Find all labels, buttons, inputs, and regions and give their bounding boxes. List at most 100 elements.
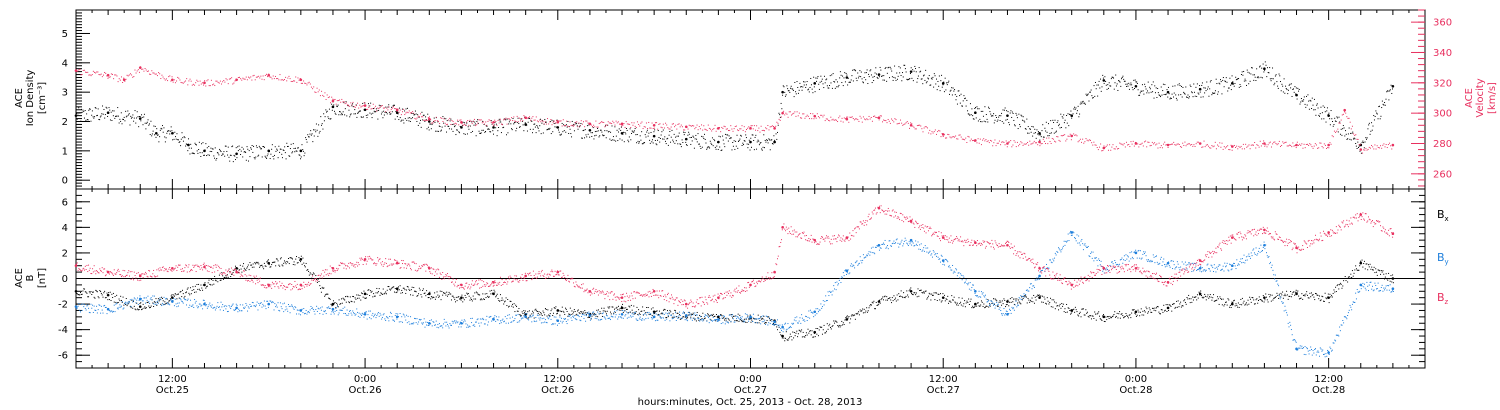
data-dot xyxy=(210,284,212,286)
data-dot xyxy=(956,95,958,97)
data-dot xyxy=(297,147,299,149)
data-dot xyxy=(476,124,478,126)
data-dot xyxy=(643,310,645,312)
data-dot xyxy=(1146,146,1148,148)
data-dot xyxy=(179,79,181,81)
data-dot xyxy=(1167,86,1169,88)
data-dot xyxy=(187,84,189,86)
data-dot xyxy=(544,314,546,316)
data-dot xyxy=(785,94,787,96)
data-dot xyxy=(868,115,870,117)
data-dot xyxy=(652,142,654,144)
data-dot xyxy=(1277,143,1279,145)
data-dot xyxy=(1389,90,1391,92)
data-dot xyxy=(1189,84,1191,86)
data-dot xyxy=(159,136,161,138)
data-dot xyxy=(1036,295,1038,297)
data-dot xyxy=(546,315,548,317)
data-dot xyxy=(457,119,459,121)
data-dot xyxy=(262,146,264,148)
data-dot xyxy=(563,124,565,126)
data-dot xyxy=(1111,316,1113,318)
data-dot xyxy=(272,261,274,263)
data-dot xyxy=(946,299,948,301)
data-dot xyxy=(131,74,133,76)
data-dot xyxy=(141,308,143,310)
data-dot xyxy=(279,74,281,76)
data-dot xyxy=(367,103,369,105)
data-dot xyxy=(274,146,276,148)
data-dot xyxy=(193,289,195,291)
data-dot xyxy=(831,326,833,328)
data-dot xyxy=(1045,130,1047,132)
data-dot xyxy=(375,111,377,113)
data-dot xyxy=(639,125,641,127)
data-dot xyxy=(461,125,463,127)
data-dot xyxy=(283,260,285,262)
data-dot xyxy=(1046,297,1048,299)
density-tick-label: 3 xyxy=(62,88,68,99)
data-dot xyxy=(994,119,996,121)
data-dot xyxy=(690,136,692,138)
data-dot xyxy=(374,295,376,297)
data-dot xyxy=(798,112,800,114)
data-dot xyxy=(497,130,499,132)
data-dot xyxy=(310,273,312,275)
data-dot xyxy=(644,126,646,128)
data-dot xyxy=(1056,122,1058,124)
data-dot xyxy=(442,294,444,296)
data-point xyxy=(1263,296,1266,299)
data-dot xyxy=(137,116,139,118)
data-dot xyxy=(732,141,734,143)
data-dot xyxy=(747,127,749,129)
data-dot xyxy=(332,300,334,302)
data-dot xyxy=(383,293,385,295)
data-dot xyxy=(512,306,514,308)
data-dot xyxy=(1154,142,1156,144)
data-dot xyxy=(764,322,766,324)
data-dot xyxy=(289,78,291,80)
data-dot xyxy=(1360,149,1362,151)
data-dot xyxy=(701,124,703,126)
data-dot xyxy=(296,262,298,264)
data-dot xyxy=(822,83,824,85)
data-dot xyxy=(1055,302,1057,304)
data-dot xyxy=(534,309,536,311)
data-dot xyxy=(126,115,128,117)
data-dot xyxy=(689,137,691,139)
data-dot xyxy=(85,291,87,293)
data-dot xyxy=(189,294,191,296)
data-dot xyxy=(432,122,434,124)
data-dot xyxy=(1188,143,1190,145)
data-dot xyxy=(218,82,220,84)
data-dot xyxy=(194,285,196,287)
data-dot xyxy=(674,126,676,128)
data-dot xyxy=(719,146,721,148)
data-dot xyxy=(422,116,424,118)
data-dot xyxy=(564,313,566,315)
data-dot xyxy=(321,123,323,125)
data-dot xyxy=(998,140,1000,142)
data-dot xyxy=(1390,145,1392,147)
data-dot xyxy=(1317,147,1319,149)
data-dot xyxy=(958,134,960,136)
data-dot xyxy=(677,135,679,137)
data-dot xyxy=(258,145,260,147)
data-dot xyxy=(1388,99,1390,101)
data-dot xyxy=(840,120,842,122)
data-dot xyxy=(973,306,975,308)
data-dot xyxy=(972,115,974,117)
data-dot xyxy=(995,299,997,301)
data-dot xyxy=(585,312,587,314)
data-dot xyxy=(343,102,345,104)
data-dot xyxy=(106,292,108,294)
data-dot xyxy=(828,119,830,121)
data-dot xyxy=(1259,66,1261,68)
data-dot xyxy=(1304,103,1306,105)
data-dot xyxy=(941,300,943,302)
data-dot xyxy=(943,297,945,299)
data-dot xyxy=(182,82,184,84)
data-dot xyxy=(1158,142,1160,144)
data-dot xyxy=(1052,306,1054,308)
data-dot xyxy=(1357,141,1359,143)
